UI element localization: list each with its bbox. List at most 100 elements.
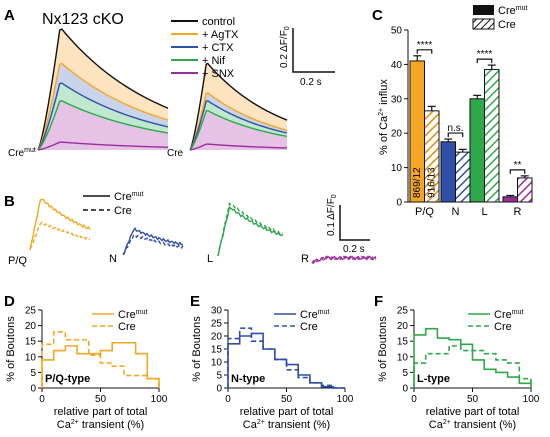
h-x-tick-label: 100 <box>151 394 168 405</box>
c-y-tick-label: 20 <box>391 129 403 140</box>
c-sig-label: **** <box>417 40 433 51</box>
c-sig-bracket <box>509 169 526 174</box>
legend-text-cre: Cre <box>114 205 132 217</box>
panel-b: B Cremut Cre P/Q N L R 0.1 ΔF/F0 0.2 s <box>4 191 377 267</box>
h-y-tick-label: 15 <box>397 337 409 348</box>
h-xlabel-line1: relative part of total <box>426 406 520 418</box>
b-trace-r-cre <box>311 255 377 264</box>
panel-f-letter: F <box>374 293 383 310</box>
panel-a-label-cre: Cre <box>167 148 184 159</box>
legend-text-control: control <box>202 16 235 28</box>
h-x-tick-label: 0 <box>39 394 45 405</box>
trace-line-agtx <box>37 62 169 151</box>
h-y-tick-label: 20 <box>397 321 409 332</box>
trace-line-snx <box>189 143 288 151</box>
panel-b-label-r: R <box>301 253 309 265</box>
scalebar-b-x-label: 0.2 s <box>343 244 365 255</box>
panel-a-scalebar: 0.2 ΔF/F0 0.2 s <box>279 26 335 88</box>
trace-line-snx <box>37 141 169 151</box>
h-y-tick-label: 10 <box>397 352 409 363</box>
h-y-tick-label: 30 <box>211 306 223 317</box>
trace-fill-agtx <box>38 63 168 150</box>
trace-line-ctx <box>37 82 169 151</box>
c-n-label-cre: 916/13 <box>427 167 438 198</box>
h-xlabel-line1: relative part of total <box>240 406 334 418</box>
legend-text-ctx: + CTX <box>202 42 234 54</box>
panel-a-label-cremut: Cremut <box>8 147 36 159</box>
h-type-label: N-type <box>231 373 265 385</box>
panel-a: A Nx123 cKO Cremut Cre control + AgTX + … <box>4 7 335 159</box>
h-ylabel: % of Boutons <box>377 316 389 382</box>
trace-line-agtx <box>189 92 288 151</box>
trace-fill-nif <box>38 100 168 150</box>
c-y-tick-label: 0 <box>396 198 402 209</box>
h-x-tick-label: 0 <box>225 394 231 405</box>
trace-fill-nif <box>190 110 287 150</box>
c-sig-bracket <box>476 58 493 64</box>
panel-a-letter: A <box>4 7 15 24</box>
panel-b-label-pq: P/Q <box>8 255 27 267</box>
h-y-tick-label: 5 <box>30 368 36 379</box>
c-sig-bracket <box>447 132 464 138</box>
panel-a-legend: control + AgTX + CTX + Nif + SNX <box>171 16 239 80</box>
legend-text-agtx: + AgTX <box>202 29 239 41</box>
legend-swatch-cre <box>472 18 495 30</box>
trace-line-nif <box>37 100 169 151</box>
c-sig-label: **** <box>477 49 493 60</box>
panel-e-chart: 0 5 10 15 20 25 30 0 50 100 % of Boutons relative p… <box>191 306 354 432</box>
h-y-tick-label: 5 <box>402 368 408 379</box>
c-n-label-cremut: 869/12 <box>412 167 423 198</box>
legend-text-nif: + Nif <box>202 55 226 67</box>
legend-swatch-cremut <box>473 5 494 15</box>
c-x-tick-label: L <box>481 206 487 218</box>
b-trace-pq-cre <box>29 221 91 250</box>
h-step-cremut <box>413 327 532 388</box>
panel-d-letter: D <box>4 293 15 310</box>
c-bar-r-cre <box>517 177 533 203</box>
b-trace-l-cremut <box>217 205 284 257</box>
h-x-tick-label: 100 <box>337 394 354 405</box>
c-bar-l-cre <box>484 69 500 203</box>
panel-a-traces-cremut <box>37 28 169 151</box>
h-xlabel-line2: Ca2+ transient (%) <box>243 419 330 431</box>
h-legend-text-cremut: Cremut <box>118 309 147 321</box>
h-x-tick-label: 100 <box>523 394 540 405</box>
c-bar-n-cre <box>455 151 471 203</box>
trace-fill-snx <box>38 142 168 150</box>
panel-b-legend: Cremut Cre <box>83 191 143 217</box>
c-y-tick-label: 30 <box>391 94 403 105</box>
panel-b-scalebar: 0.1 ΔF/F0 0.2 s <box>326 194 370 255</box>
panel-f: F 0 5 10 15 20 25 0 50 100 % of Boutons relative p… <box>374 293 540 431</box>
scalebar-x-label: 0.2 s <box>300 77 322 88</box>
panel-b-traces <box>29 198 377 264</box>
h-y-tick-label: 0 <box>216 384 222 395</box>
c-bar-l-cremut <box>469 98 485 203</box>
b-trace-pq-cremut <box>29 198 91 251</box>
legend-text-snx: + SNX <box>202 68 235 80</box>
panel-e: E 0 5 10 15 20 25 30 0 50 100 % of Boutons relative… <box>190 293 354 431</box>
c-bar-n-cremut <box>440 141 456 203</box>
trace-fill-ctx <box>38 83 168 150</box>
panel-a-traces-cre <box>189 62 288 151</box>
h-x-tick-label: 50 <box>95 394 107 405</box>
panel-e-letter: E <box>190 293 200 310</box>
b-trace-n-cremut <box>122 227 184 255</box>
c-x-tick-label: N <box>452 206 460 218</box>
legend-text-c-cremut: Cremut <box>498 5 527 17</box>
h-y-tick-label: 10 <box>211 358 223 369</box>
panel-d-chart: 0 5 10 15 20 25 0 50 100 % of Boutons relative par… <box>5 306 168 432</box>
h-step-cre <box>413 345 532 388</box>
panel-c-letter: C <box>372 7 383 24</box>
panel-a-title: Nx123 cKO <box>42 11 124 28</box>
scalebar-lines <box>292 28 335 73</box>
panel-f-chart: 0 5 10 15 20 25 0 50 100 % of Boutons relative par… <box>377 306 540 432</box>
legend-text-cremut: Cremut <box>114 191 143 203</box>
h-y-tick-label: 0 <box>30 384 36 395</box>
trace-line-control <box>189 62 288 151</box>
h-y-tick-label: 15 <box>25 337 37 348</box>
trace-line-nif <box>189 109 288 151</box>
panel-b-label-l: L <box>207 253 213 265</box>
h-y-tick-label: 10 <box>25 352 37 363</box>
c-y-tick-label: 50 <box>391 26 403 37</box>
h-type-label: P/Q-type <box>45 373 90 385</box>
